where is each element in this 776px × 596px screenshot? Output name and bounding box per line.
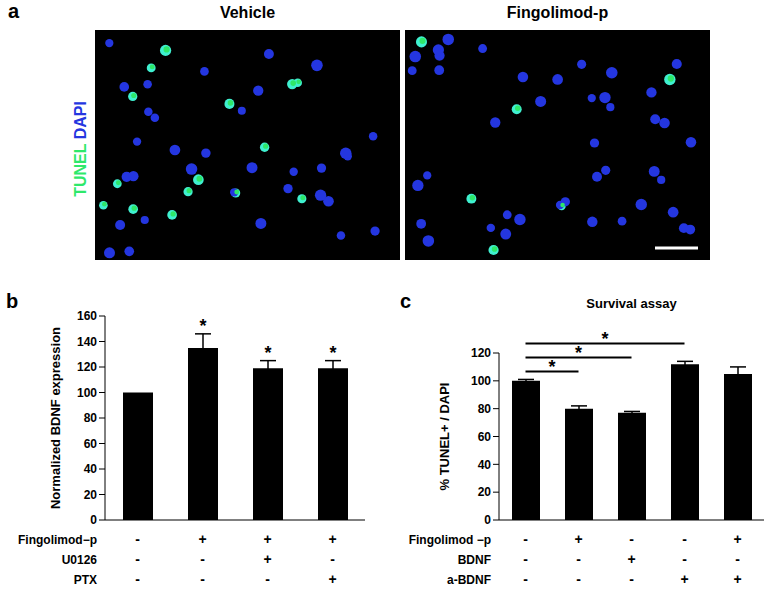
svg-text:*: * bbox=[575, 343, 582, 363]
svg-text:*: * bbox=[601, 329, 608, 349]
svg-text:80: 80 bbox=[84, 411, 98, 425]
html-text:Fingolimod-p: Fingolimod-p bbox=[506, 4, 609, 21]
svg-text:40: 40 bbox=[84, 462, 98, 476]
html-text:Vehicle: Vehicle bbox=[219, 4, 276, 21]
svg-text:+: + bbox=[328, 531, 336, 547]
svg-text:+: + bbox=[680, 571, 688, 587]
svg-text:-: - bbox=[523, 571, 528, 587]
svg-text:+: + bbox=[733, 531, 741, 547]
svg-text:120: 120 bbox=[77, 360, 97, 374]
svg-text:-: - bbox=[330, 551, 335, 567]
svg-text:-: - bbox=[576, 551, 581, 567]
svg-text:-: - bbox=[265, 571, 270, 587]
svg-text:-: - bbox=[629, 531, 634, 547]
svg-text:*: * bbox=[199, 316, 206, 336]
svg-text:+: + bbox=[198, 531, 206, 547]
svg-text:TUNEL DAPI: TUNEL DAPI bbox=[72, 101, 89, 197]
svg-text:*: * bbox=[329, 343, 336, 363]
svg-text:-: - bbox=[682, 551, 687, 567]
svg-text:0: 0 bbox=[484, 513, 491, 527]
svg-text:140: 140 bbox=[77, 335, 97, 349]
svg-text:+: + bbox=[627, 551, 635, 567]
svg-text:-: - bbox=[576, 571, 581, 587]
svg-text:*: * bbox=[548, 357, 555, 377]
svg-text:PTX: PTX bbox=[74, 573, 97, 587]
svg-text:Normalized BDNF expression: Normalized BDNF expression bbox=[48, 327, 63, 509]
svg-text:+: + bbox=[733, 571, 741, 587]
svg-text:-: - bbox=[135, 571, 140, 587]
svg-text:U0126: U0126 bbox=[62, 553, 98, 567]
svg-text:a-BDNF: a-BDNF bbox=[447, 573, 491, 587]
svg-text:Survival assay: Survival assay bbox=[586, 296, 677, 311]
svg-text:-: - bbox=[135, 551, 140, 567]
svg-text:-: - bbox=[523, 551, 528, 567]
svg-text:-: - bbox=[629, 571, 634, 587]
svg-text:+: + bbox=[263, 531, 271, 547]
svg-text:BDNF: BDNF bbox=[458, 553, 491, 567]
svg-text:160: 160 bbox=[77, 309, 97, 323]
svg-text:20: 20 bbox=[84, 488, 98, 502]
svg-text:Fingolimod−p: Fingolimod−p bbox=[18, 533, 97, 547]
svg-text:c: c bbox=[400, 290, 411, 312]
svg-text:80: 80 bbox=[478, 402, 492, 416]
svg-text:+: + bbox=[328, 571, 336, 587]
svg-text:-: - bbox=[200, 571, 205, 587]
svg-text:+: + bbox=[263, 551, 271, 567]
svg-text:Fingolimod −p: Fingolimod −p bbox=[409, 533, 491, 547]
svg-text:*: * bbox=[264, 343, 271, 363]
svg-text:-: - bbox=[200, 551, 205, 567]
svg-text:40: 40 bbox=[478, 458, 492, 472]
svg-text:100: 100 bbox=[77, 386, 97, 400]
svg-text:-: - bbox=[682, 531, 687, 547]
svg-text:60: 60 bbox=[478, 430, 492, 444]
svg-text:-: - bbox=[523, 531, 528, 547]
svg-text:% TUNEL+ / DAPI: % TUNEL+ / DAPI bbox=[437, 383, 452, 491]
svg-text:0: 0 bbox=[90, 513, 97, 527]
svg-text:100: 100 bbox=[471, 374, 491, 388]
svg-text:-: - bbox=[735, 551, 740, 567]
svg-text:60: 60 bbox=[84, 437, 98, 451]
svg-text:-: - bbox=[135, 531, 140, 547]
html-text:a: a bbox=[8, 0, 20, 22]
svg-text:+: + bbox=[574, 531, 582, 547]
svg-text:120: 120 bbox=[471, 346, 491, 360]
svg-text:b: b bbox=[6, 290, 18, 312]
svg-text:20: 20 bbox=[478, 485, 492, 499]
